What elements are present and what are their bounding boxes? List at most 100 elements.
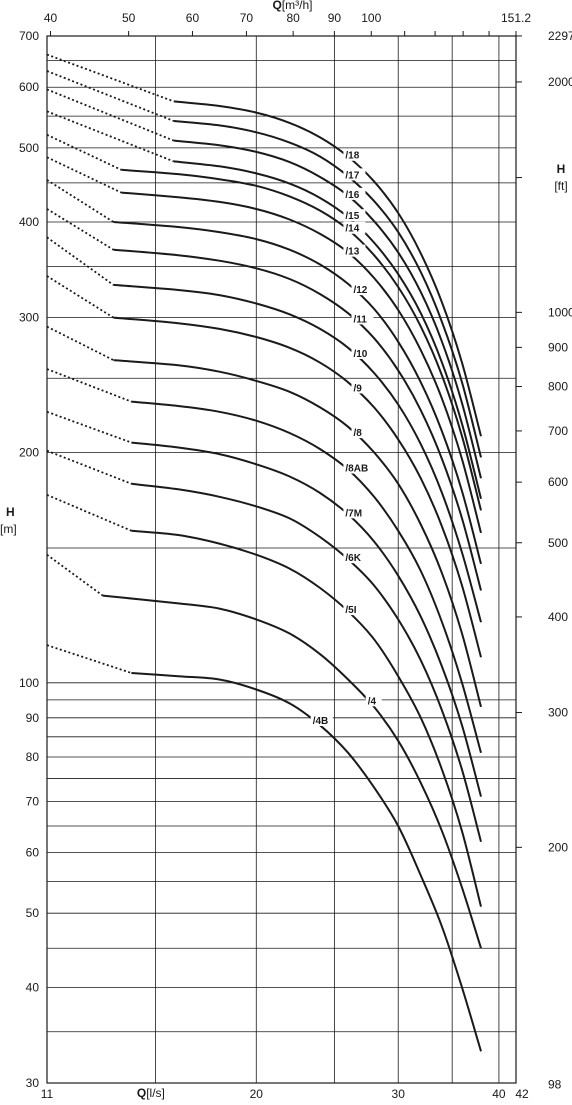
- pump-curve: /5I: [46, 494, 482, 907]
- top-axis-title: Q[m³/h]: [272, 0, 312, 12]
- right-axis-title-unit: [ft]: [554, 179, 567, 193]
- curve-label: /4: [368, 696, 377, 707]
- pump-curve: /8: [46, 325, 482, 708]
- curve-line: [102, 594, 482, 949]
- curve-group: /18/17/16/15/14/13/12/11/10/9/8/8AB/7M/6…: [46, 53, 482, 1052]
- curve-line: [173, 139, 482, 479]
- pump-curve: /12: [46, 179, 482, 565]
- curve-label-background: [343, 168, 366, 181]
- curve-label: /13: [345, 247, 359, 258]
- curve-line: [113, 359, 482, 708]
- left-tick-label: 70: [26, 794, 40, 808]
- curve-label: /14: [345, 224, 359, 235]
- curve-dashed-segment: [46, 494, 132, 532]
- curve-dashed-segment: [46, 208, 114, 251]
- right-tick-label: 1000: [548, 305, 572, 319]
- right-tick-label: 500: [548, 536, 568, 550]
- left-tick-label: 400: [19, 215, 39, 229]
- pump-curve: /14: [46, 133, 482, 511]
- right-tick-label: 700: [548, 424, 568, 438]
- left-tick-label: 700: [19, 29, 39, 43]
- bottom-axis-title: Q[l/s]: [137, 1086, 165, 1100]
- curve-label-background: [343, 209, 366, 222]
- right-tick-label: 600: [548, 475, 568, 489]
- top-tick-label: 40: [44, 11, 58, 25]
- curve-label-background: [343, 148, 366, 161]
- pump-curve: /7M: [46, 410, 482, 797]
- bottom-tick-label: 40: [492, 1087, 506, 1100]
- left-axis-title-h: H: [6, 505, 15, 519]
- left-tick-label: 200: [19, 445, 39, 459]
- curve-label: /10: [353, 349, 367, 360]
- curve-label-background: [351, 283, 374, 296]
- curve-line: [113, 248, 482, 591]
- curve-dashed-segment: [46, 156, 122, 194]
- pump-curve: /6K: [46, 449, 482, 842]
- right-tick-label: 98: [548, 1077, 562, 1091]
- bottom-axis-title-unit: [l/s]: [146, 1086, 165, 1100]
- right-tick-label: 800: [548, 380, 568, 394]
- curve-label: /15: [345, 211, 359, 222]
- left-tick-label: 50: [26, 906, 40, 920]
- top-tick-label: 60: [186, 11, 200, 25]
- curve-dashed-segment: [46, 325, 114, 361]
- curve-label: /18: [345, 151, 359, 162]
- plot-frame: [46, 31, 522, 1084]
- curve-dashed-segment: [46, 179, 114, 223]
- bottom-tick-label: 20: [250, 1087, 264, 1100]
- left-axis-title-unit: [m]: [0, 522, 17, 536]
- right-axis-title-h: H: [557, 162, 566, 176]
- curve-label-background: [351, 312, 374, 325]
- left-tick-label: 500: [19, 141, 39, 155]
- curve-label: /16: [345, 190, 359, 201]
- curve-label: /4B: [313, 716, 329, 727]
- curve-dashed-segment: [46, 554, 104, 597]
- left-tick-label: 80: [26, 750, 40, 764]
- curve-label: /5I: [345, 605, 356, 616]
- curve-dashed-segment: [46, 70, 175, 122]
- curve-dashed-segment: [46, 449, 132, 485]
- curve-dashed-segment: [46, 88, 175, 142]
- top-tick-label: 50: [122, 11, 136, 25]
- right-tick-label: 200: [548, 840, 568, 854]
- curve-label: /8: [353, 428, 362, 439]
- curve-label-background: [310, 713, 333, 726]
- right-tick-label: 400: [548, 610, 568, 624]
- left-tick-label: 30: [26, 1076, 40, 1090]
- curve-label: /8AB: [345, 463, 368, 474]
- right-tick-label: 300: [548, 706, 568, 720]
- top-axis-title-q: Q: [272, 0, 281, 12]
- plot-border: [46, 35, 517, 1084]
- curve-line: [113, 221, 482, 565]
- pump-curve: /10: [46, 236, 482, 623]
- curve-label: /11: [353, 314, 367, 325]
- pump-curve: /13: [46, 156, 482, 534]
- bottom-tick-label: 42: [515, 1087, 529, 1100]
- curve-label-background: [343, 506, 366, 519]
- left-tick-label: 90: [26, 711, 40, 725]
- top-tick-label: 80: [286, 11, 300, 25]
- top-axis-title-unit: [m³/h]: [282, 0, 313, 12]
- curve-line: [173, 120, 482, 458]
- left-tick-label: 100: [19, 676, 39, 690]
- curve-line: [113, 283, 482, 623]
- curve-label-background: [365, 694, 382, 707]
- right-tick-label: 900: [548, 340, 568, 354]
- curve-label: /17: [345, 170, 359, 181]
- pump-curve: /11: [46, 208, 482, 591]
- curve-line: [131, 672, 482, 1052]
- left-tick-label: 60: [26, 846, 40, 860]
- curve-dashed-segment: [46, 236, 114, 286]
- curve-label-background: [343, 461, 372, 474]
- curve-label: /9: [353, 383, 362, 394]
- curve-dashed-segment: [46, 275, 114, 319]
- bottom-tick-label: 30: [392, 1087, 406, 1100]
- curve-dashed-segment: [46, 110, 175, 163]
- curve-label: /6K: [345, 553, 361, 564]
- left-tick-label: 40: [26, 980, 40, 994]
- curve-label-background: [351, 381, 368, 394]
- curve-label-background: [343, 603, 366, 616]
